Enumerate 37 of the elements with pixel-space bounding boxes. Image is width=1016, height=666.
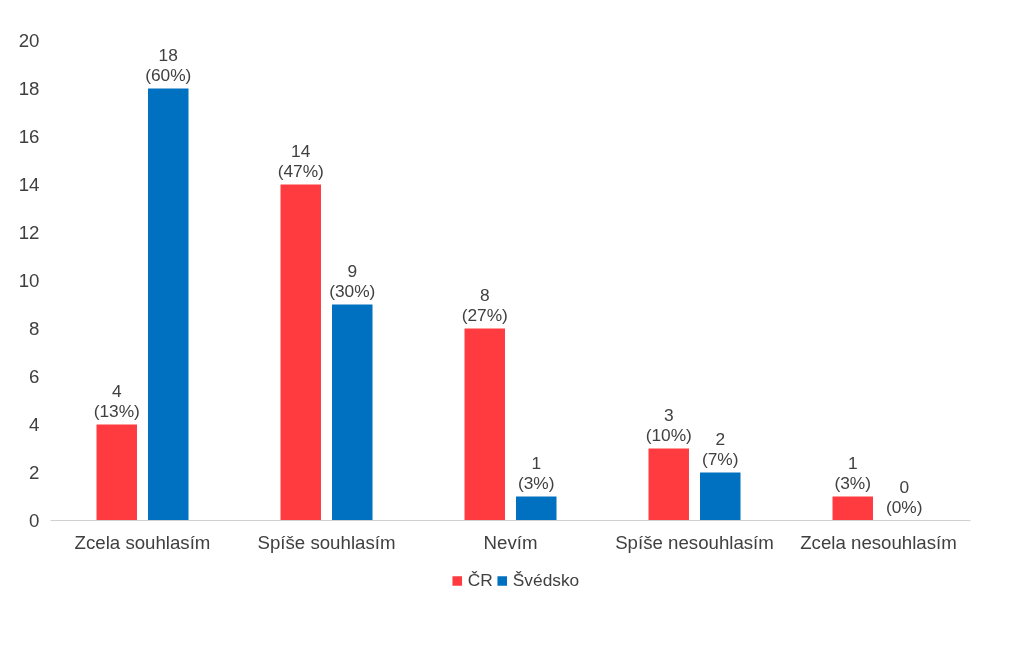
bar: [280, 184, 321, 521]
y-tick-label: 2: [29, 462, 40, 483]
bar: [148, 88, 189, 521]
text: 4 (13%): [93, 380, 140, 421]
text: 0 (0%): [885, 476, 923, 517]
text: 1 (3%): [517, 452, 555, 493]
text: 14 (47%): [277, 140, 324, 181]
bar: [516, 496, 557, 521]
x-tick-label: Spíše nesouhlasím: [615, 531, 774, 553]
text: 18 (60%): [145, 44, 192, 85]
y-tick-label: 6: [29, 366, 40, 387]
y-tick-label: 16: [18, 126, 40, 147]
legend-label: Švédsko: [512, 569, 580, 591]
bar: [96, 424, 137, 521]
y-tick-label: 4: [29, 414, 40, 435]
bar: [832, 496, 873, 521]
y-tick-label: 18: [18, 78, 40, 99]
bar: [464, 328, 505, 521]
bar: [648, 448, 689, 521]
y-tick-label: 12: [18, 222, 40, 243]
y-tick-label: 10: [18, 270, 40, 291]
bar: [332, 304, 373, 521]
text: 1 (3%): [834, 452, 872, 493]
x-tick-label: Spíše souhlasím: [257, 531, 396, 553]
x-tick-label: Nevím: [483, 531, 538, 553]
y-tick-label: 20: [18, 30, 40, 51]
text: 2 (7%): [701, 428, 739, 469]
x-tick-label: Zcela nesouhlasím: [800, 531, 957, 553]
y-tick-label: 14: [18, 174, 40, 195]
y-tick-label: 8: [29, 318, 40, 339]
bar: [700, 472, 741, 521]
y-tick-label: 0: [29, 510, 40, 531]
text: 8 (27%): [461, 284, 508, 325]
text: 9 (30%): [329, 260, 376, 301]
legend-label: ČR: [467, 569, 493, 591]
x-tick-label: Zcela souhlasím: [74, 531, 211, 553]
text: 3 (10%): [645, 404, 692, 445]
